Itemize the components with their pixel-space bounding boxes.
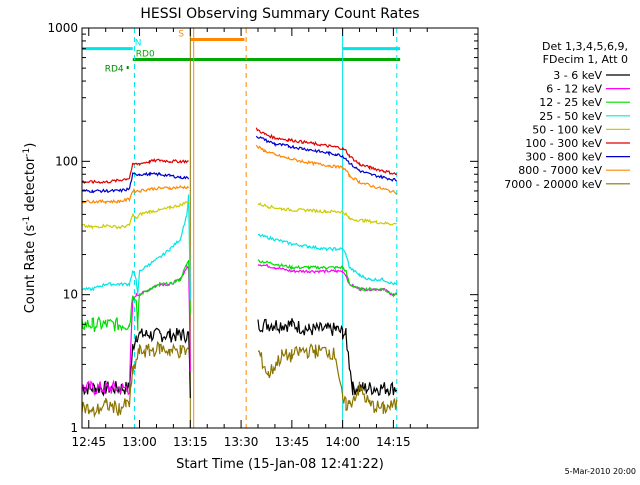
y-axis-label-exponent-1: -1: [22, 216, 32, 225]
x-tick-label-3: 13:30: [224, 435, 259, 449]
legend-label-0: 3 - 6 keV: [553, 69, 602, 82]
legend-label-6: 300 - 800 keV: [525, 151, 602, 164]
plot-frame: [81, 27, 479, 429]
series-line-50-100-kev: [81, 201, 397, 230]
legend-label-5: 100 - 300 keV: [525, 137, 602, 150]
y-axis-label-end: ): [23, 143, 38, 148]
series-line-7000-20000-kev: [81, 340, 398, 419]
y-tick-label-0: 1: [70, 421, 78, 435]
state-bars: N S RD0 RD4: [82, 29, 401, 75]
state-label-rd0: RD0: [136, 50, 155, 60]
legend-label-2: 12 - 25 keV: [539, 96, 602, 109]
x-tick-label-1: 13:00: [122, 435, 157, 449]
y-axis-label-exponent-2: -1: [22, 148, 32, 157]
series-lines: [81, 127, 398, 419]
x-tick-label-5: 14:00: [325, 435, 360, 449]
legend-label-7: 800 - 7000 keV: [518, 164, 602, 177]
state-label-rd4: RD4: [105, 65, 124, 75]
chart-title: HESSI Observing Summary Count Rates: [140, 6, 419, 22]
legend-header-1: FDecim 1, Att 0: [543, 53, 628, 66]
legend-label-3: 25 - 50 keV: [539, 110, 602, 123]
y-tick-label-3: 1000: [47, 21, 78, 35]
series-line-300-800-kev: [81, 135, 398, 194]
x-tick-label-2: 13:15: [173, 435, 208, 449]
legend-label-8: 7000 - 20000 keV: [504, 178, 602, 191]
state-label-s: S: [178, 29, 184, 39]
footer-date: 5-Mar-2010 20:00: [565, 467, 636, 476]
y-axis-label-main: Count Rate (s: [23, 225, 38, 314]
legend: Det 1,3,4,5,6,9,FDecim 1, Att 0 3 - 6 keV…: [504, 40, 630, 191]
series-line-800-7000-kev: [81, 144, 398, 205]
series-line-100-300-kev: [81, 127, 397, 185]
series-line-25-50-kev: [81, 194, 398, 300]
y-tick-label-1: 10: [63, 288, 78, 302]
x-tick-label-4: 13:45: [275, 435, 310, 449]
x-tick-label-0: 12:45: [71, 435, 106, 449]
legend-label-4: 50 - 100 keV: [532, 123, 602, 136]
state-label-n: N: [135, 39, 142, 49]
y-tick-label-2: 100: [55, 154, 78, 168]
vertical-markers: [133, 28, 398, 428]
y-axis-label-middle: detector: [23, 156, 38, 216]
x-axis-label: Start Time (15-Jan-08 12:41:22): [176, 457, 384, 472]
legend-label-1: 6 - 12 keV: [546, 83, 602, 96]
legend-header-0: Det 1,3,4,5,6,9,: [542, 40, 628, 53]
y-axis-label: Count Rate (s-1 detector-1): [22, 143, 38, 314]
x-tick-label-6: 14:15: [376, 435, 411, 449]
axis-ticks: 12:45 13:00 13:15 13:30 13:45 14:00 14:15 1 10 10…: [47, 21, 478, 449]
series-line-12-25-kev: [81, 259, 398, 333]
